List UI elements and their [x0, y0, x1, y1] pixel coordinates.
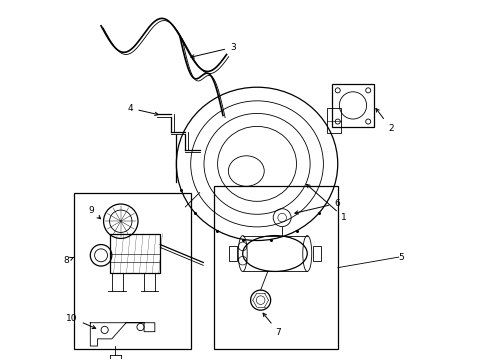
Text: 4: 4 [127, 104, 158, 116]
Text: 6: 6 [294, 199, 339, 214]
Bar [326, 108, 341, 134]
Text: 1: 1 [306, 184, 346, 222]
Text: 9: 9 [88, 206, 101, 219]
Bar [229, 246, 237, 261]
Text: 5: 5 [398, 253, 404, 262]
Text: 2: 2 [375, 108, 393, 132]
Bar [214, 186, 337, 349]
Bar [74, 193, 190, 348]
Bar [312, 246, 320, 261]
Text: 8: 8 [63, 256, 74, 265]
Text: 10: 10 [66, 314, 96, 329]
Text: 7: 7 [263, 313, 281, 337]
Text: 3: 3 [190, 43, 235, 58]
Bar [332, 84, 373, 127]
Polygon shape [90, 323, 155, 346]
Bar [110, 234, 160, 273]
